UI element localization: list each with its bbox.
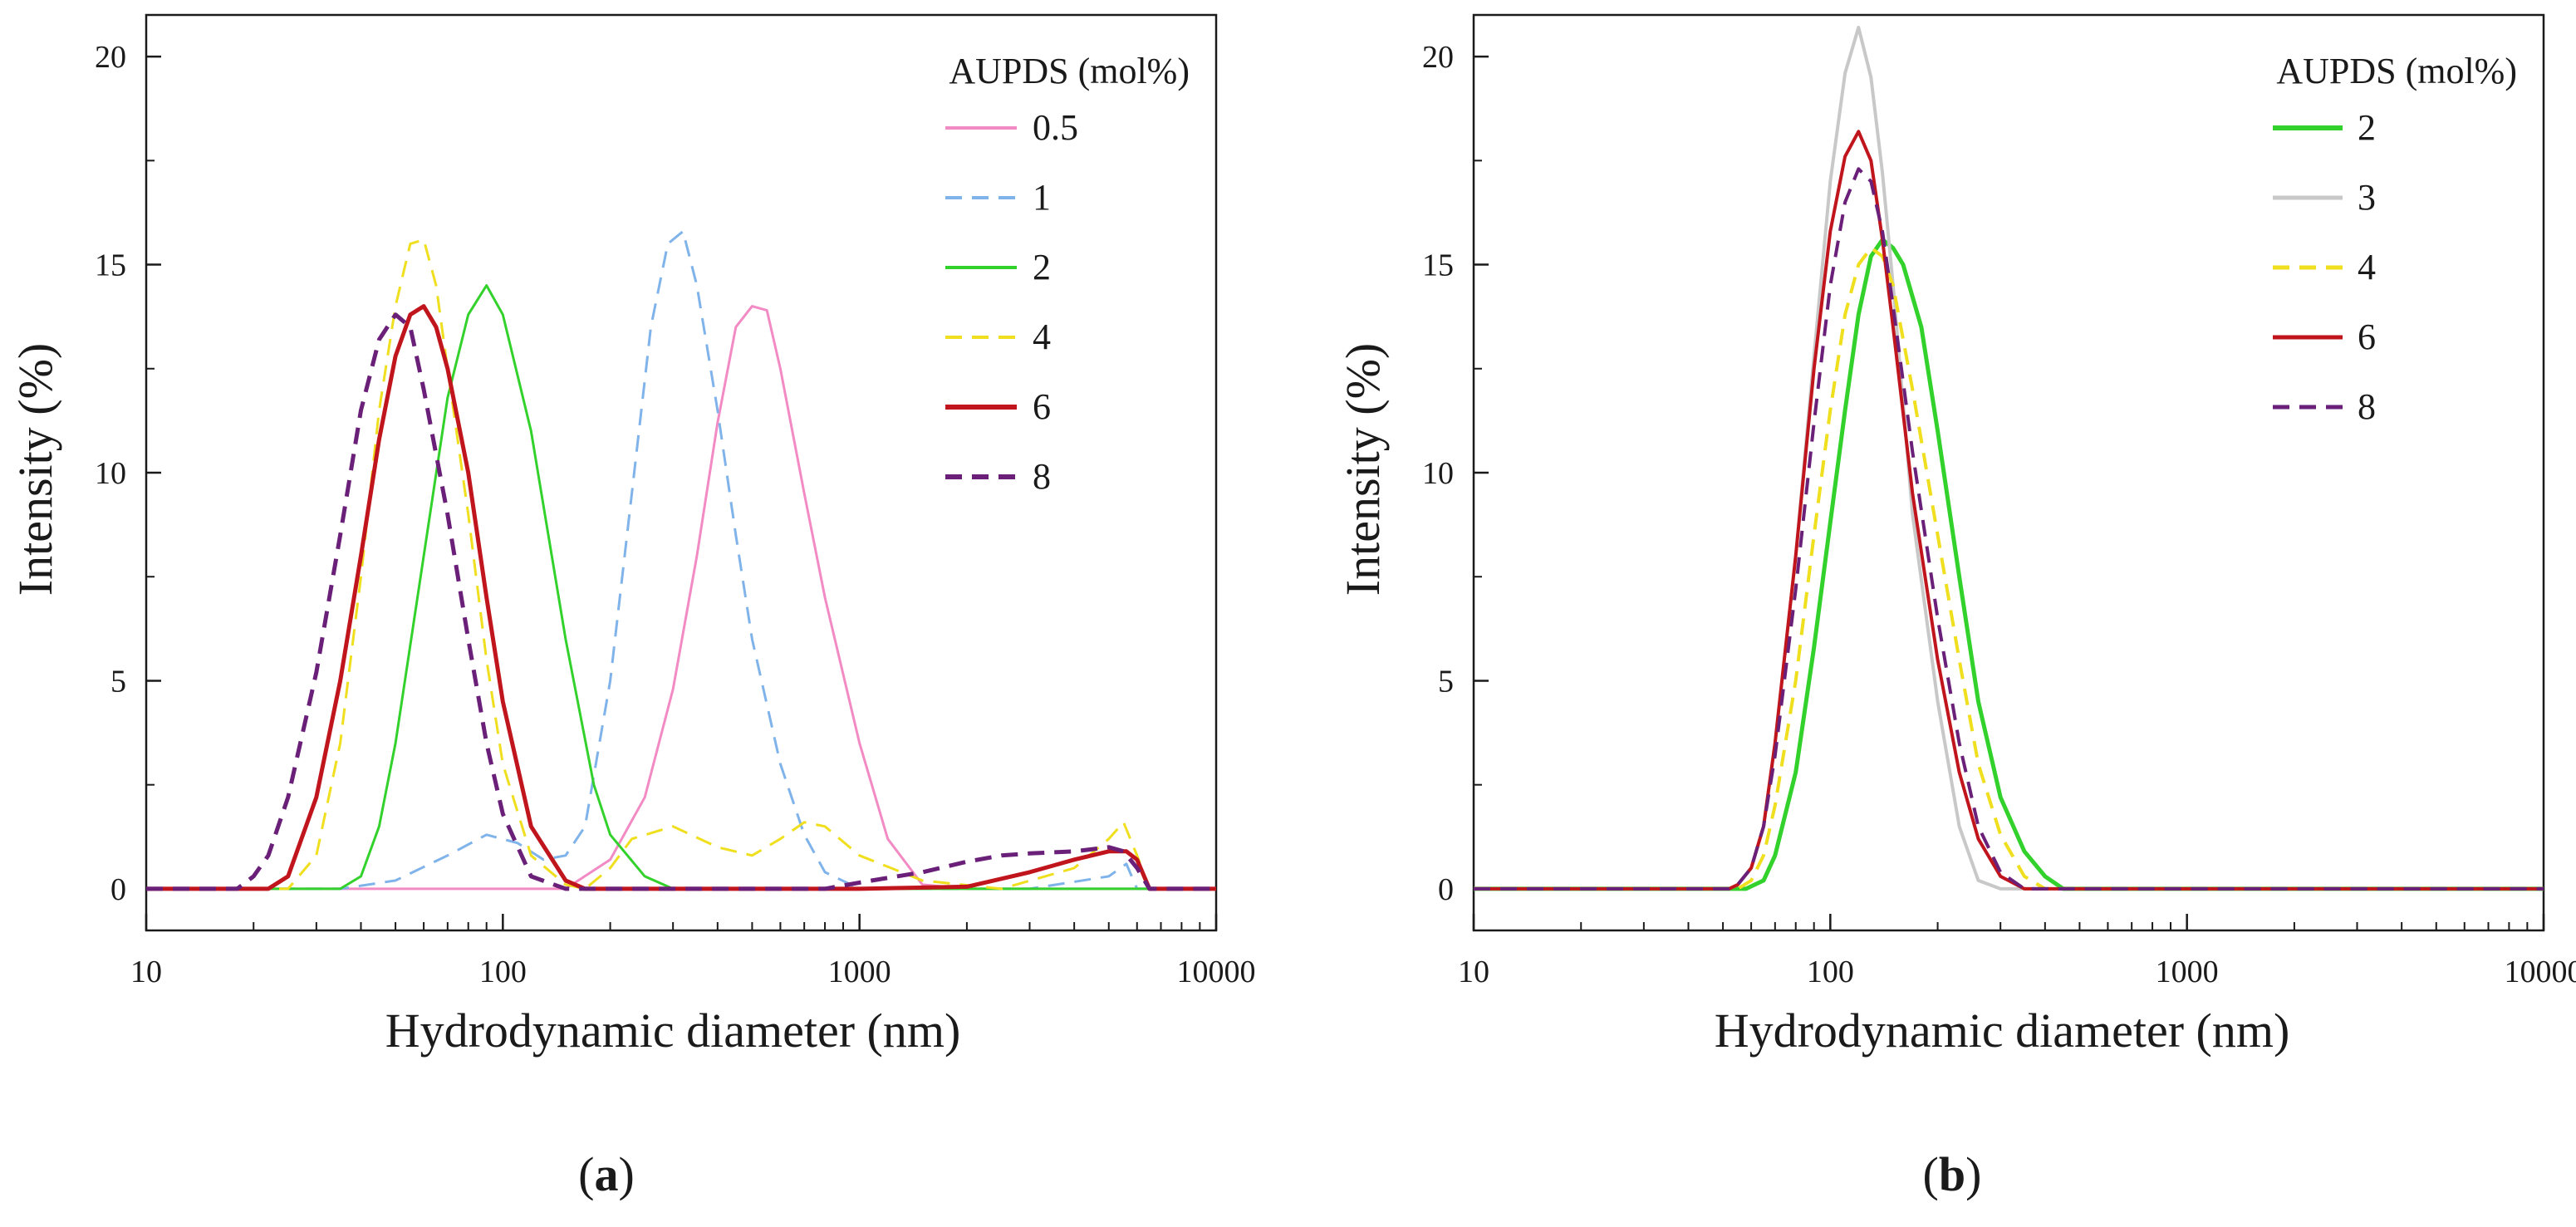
legend-label: 2 bbox=[2358, 107, 2376, 148]
panel-b-legend-title: AUPDS (mol%) bbox=[2276, 51, 2517, 91]
series-line-4 bbox=[1474, 246, 2544, 891]
x-tick-label: 100 bbox=[1807, 955, 1854, 989]
panel-b-label-close-paren: ) bbox=[1965, 1147, 1981, 1201]
x-tick-label: 10000 bbox=[2505, 955, 2576, 989]
series-line-8 bbox=[1474, 167, 2544, 891]
y-tick-label: 20 bbox=[95, 40, 126, 75]
series-line-2 bbox=[146, 284, 1216, 891]
x-tick-label: 1000 bbox=[828, 955, 891, 989]
chart-panel-b: 10 100 1000 10000 0 5 10 15 20 Hydrodynamic diam… bbox=[1336, 13, 2576, 1201]
plot-frame bbox=[1472, 13, 2545, 932]
y-tick-label: 0 bbox=[110, 872, 126, 907]
series-line-0-5 bbox=[146, 305, 1216, 891]
y-tick-label: 5 bbox=[1438, 664, 1454, 699]
legend-label: 6 bbox=[1033, 386, 1051, 427]
series-line-3 bbox=[1474, 26, 2544, 891]
y-tick-label: 0 bbox=[1438, 872, 1454, 907]
panel-b-label: (b) bbox=[1923, 1147, 1982, 1201]
panel-a-axes: 10 100 1000 10000 0 5 10 15 20 bbox=[95, 13, 1256, 989]
panel-a-y-axis-title: Intensity (%) bbox=[8, 343, 62, 596]
y-tick-label: 15 bbox=[95, 248, 126, 283]
panel-a-series bbox=[146, 230, 1216, 891]
series-line-6 bbox=[1474, 130, 2544, 891]
panel-a-legend: AUPDS (mol%) 0.5 1 2 4 6 8 bbox=[945, 51, 1190, 497]
legend-label: 4 bbox=[2358, 247, 2376, 287]
panel-a-label-close-paren: ) bbox=[619, 1147, 635, 1201]
legend-label: 1 bbox=[1033, 177, 1051, 218]
x-tick-label: 100 bbox=[479, 955, 527, 989]
y-tick-label: 15 bbox=[1422, 248, 1454, 283]
legend-label: 3 bbox=[2358, 177, 2376, 218]
plot-frame bbox=[145, 13, 1218, 932]
chart-panel-a: 10 100 1000 10000 0 5 10 15 20 Hydrodynamic diam… bbox=[8, 13, 1256, 1201]
panel-a-legend-title: AUPDS (mol%) bbox=[949, 51, 1190, 91]
y-tick-label: 10 bbox=[95, 456, 126, 491]
y-tick-label: 20 bbox=[1422, 40, 1454, 75]
x-tick-label: 10 bbox=[130, 955, 162, 989]
panel-b-label-letter: b bbox=[1939, 1147, 1965, 1201]
series-line-8 bbox=[146, 312, 1216, 891]
legend-label: 0.5 bbox=[1033, 107, 1078, 148]
x-tick-label: 1000 bbox=[2156, 955, 2219, 989]
x-tick-label: 10 bbox=[1458, 955, 1489, 989]
legend-label: 8 bbox=[1033, 456, 1051, 497]
series-line-1 bbox=[146, 230, 1216, 891]
panel-b-series bbox=[1474, 26, 2544, 891]
panel-b-axes: 10 100 1000 10000 0 5 10 15 20 bbox=[1422, 13, 2576, 989]
panel-b-label-open-paren: ( bbox=[1923, 1147, 1939, 1201]
panel-b-legend: AUPDS (mol%) 2 3 4 6 8 bbox=[2273, 51, 2517, 427]
panel-a-label: (a) bbox=[578, 1147, 635, 1201]
legend-label: 8 bbox=[2358, 386, 2376, 427]
legend-label: 2 bbox=[1033, 247, 1051, 287]
y-tick-label: 10 bbox=[1422, 456, 1454, 491]
x-tick-label: 10000 bbox=[1177, 955, 1256, 989]
legend-label: 6 bbox=[2358, 317, 2376, 357]
panel-a-label-letter: a bbox=[595, 1147, 619, 1201]
panel-a-x-axis-title: Hydrodynamic diameter (nm) bbox=[385, 1004, 961, 1058]
series-line-2 bbox=[1474, 238, 2544, 891]
y-tick-label: 5 bbox=[110, 664, 126, 699]
series-line-4 bbox=[146, 238, 1216, 891]
legend-label: 4 bbox=[1033, 317, 1051, 357]
series-line-6 bbox=[146, 304, 1216, 891]
panel-b-y-axis-title: Intensity (%) bbox=[1336, 343, 1390, 596]
panel-b-x-axis-title: Hydrodynamic diameter (nm) bbox=[1715, 1004, 2290, 1058]
panel-a-label-open-paren: ( bbox=[578, 1147, 594, 1201]
